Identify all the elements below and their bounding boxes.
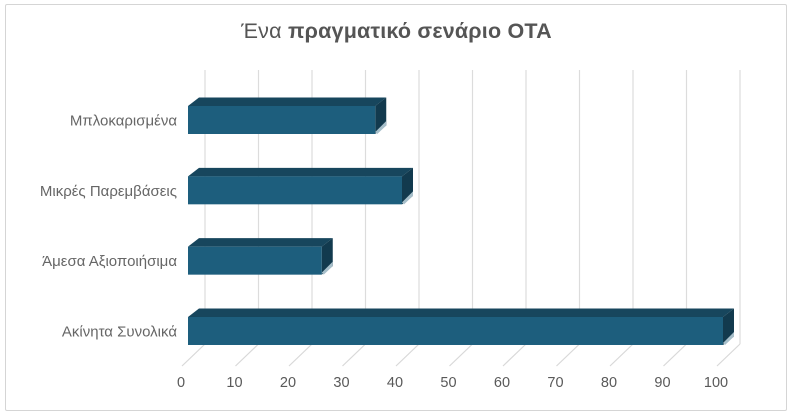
x-axis-tick-label: 80 [601,375,617,391]
floor-diagonal [235,343,259,367]
floor-diagonal [556,343,580,367]
chart-title-regular: Ένα [241,19,288,43]
category-label: Μπλοκαρισμένα [70,113,177,130]
category-label: Ακίνητα Συνολικά [62,323,177,340]
x-axis-tick-label: 90 [654,375,670,391]
x-axis-tick-label: 0 [177,375,185,391]
category-label: Άμεσα Αξιοποιήσιμα [42,253,177,270]
floor-diagonal [609,343,634,367]
bar-corner-bevel [723,331,734,345]
x-axis-tick-label: 70 [547,375,563,391]
x-axis-tick-label: 20 [280,375,296,391]
floor-diagonal [449,343,473,367]
x-axis-tick-label: 10 [226,375,242,391]
bar-2 [188,246,322,275]
chart-title-bold: πραγματικό σενάριο ΟΤΑ [287,19,552,43]
bar-corner-bevel [375,121,387,134]
bar-3 [188,316,723,345]
floor-diagonal [288,343,313,367]
floor-diagonal [663,343,687,367]
bar-corner-bevel [321,261,333,275]
floor-diagonal [395,343,420,367]
x-axis-tick-label: 40 [387,375,403,391]
x-axis-tick-label: 50 [440,375,456,391]
bar-corner-bevel [402,191,413,205]
bar-1 [188,176,402,205]
chart-title: Ένα πραγματικό σενάριο ΟΤΑ [0,19,793,44]
bar-top-face [188,97,387,106]
bar-0 [188,106,376,134]
floor-diagonal [716,343,741,367]
floor-diagonal [181,343,206,367]
x-axis-tick-label: 60 [494,375,510,391]
floor-diagonal [342,343,366,367]
bar-top-face [188,238,333,247]
x-axis-tick-label: 100 [704,375,728,391]
bar-top-face [188,167,413,177]
bar-top-face [188,308,734,317]
floor-diagonal [502,343,527,367]
chart-frame-border [5,4,787,411]
x-axis-tick-label: 30 [333,375,349,391]
category-label: Μικρές Παρεμβάσεις [40,183,177,200]
